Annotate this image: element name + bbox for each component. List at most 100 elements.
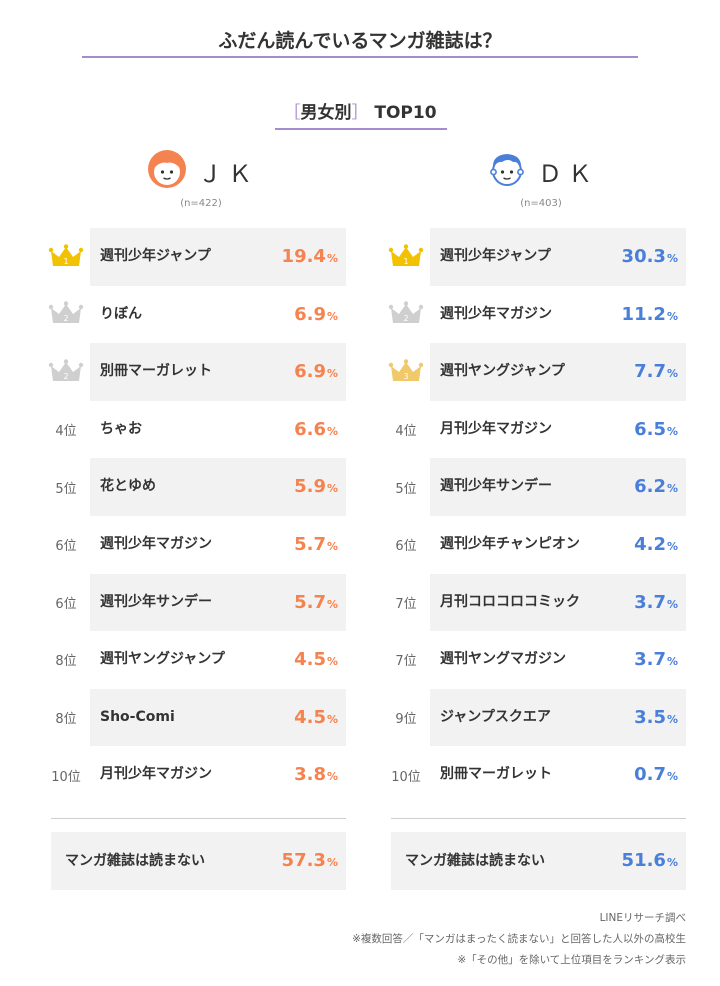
jk-percentage-number: 6.9 [294, 361, 326, 383]
jk-no-manga-label: マンガ雑誌は読まない [65, 853, 205, 869]
jk-percentage-unit: % [326, 539, 338, 553]
jk-magazine-name: 花とゆめ [100, 478, 156, 495]
dk-ranking-row: 7位 週刊ヤングマガジン 3.7% [386, 631, 686, 689]
jk-rank: 8位 [55, 654, 77, 670]
jk-row-cell: 花とゆめ 5.9% [90, 458, 346, 516]
dk-percentage-unit: % [666, 367, 678, 381]
dk-rank: 5位 [395, 481, 417, 497]
jk-rank: 2 [46, 343, 86, 401]
girl-avatar-icon [148, 150, 186, 188]
dk-magazine-name: 週刊少年サンデー [440, 478, 552, 495]
subtitle-label: 男女別 [300, 103, 352, 123]
dk-rows: 1 週刊少年ジャンプ 30.3% 2 週刊少年マガジン 11.2% 3 週刊ヤングジャンプ 7.… [386, 228, 686, 804]
jk-percentage-unit: % [326, 770, 338, 784]
jk-ranking-row: 6位 週刊少年サンデー 5.7% [46, 573, 346, 632]
dk-percentage-unit: % [666, 770, 678, 784]
jk-label: ＪＫ [198, 160, 258, 188]
jk-magazine-name: りぼん [100, 305, 142, 322]
dk-percentage: 6.2% [634, 458, 678, 516]
jk-percentage: 6.9% [294, 343, 338, 401]
jk-row-cell: 週刊少年ジャンプ 19.4% [90, 228, 346, 286]
jk-no-manga-unit: % [326, 856, 338, 869]
dk-crown-rank: 3 [403, 372, 408, 381]
dk-no-manga-number: 51.6 [621, 850, 666, 871]
jk-percentage-number: 6.9 [294, 303, 326, 325]
dk-percentage-unit: % [666, 252, 678, 265]
dk-percentage-number: 7.7 [634, 361, 666, 383]
jk-percentage-number: 5.9 [294, 476, 326, 498]
jk-crown-rank: 2 [63, 372, 68, 381]
jk-ranking-row: 10位 月刊少年マガジン 3.8% [46, 746, 346, 804]
dk-percentage-unit: % [666, 539, 678, 553]
dk-percentage-number: 6.2 [634, 476, 666, 498]
jk-rank: 4位 [55, 424, 77, 440]
jk-percentage-unit: % [326, 597, 338, 611]
jk-crown-rank: 1 [63, 257, 68, 266]
jk-percentage: 19.4% [282, 228, 338, 286]
subtitle-suffix: TOP10 [374, 103, 437, 123]
dk-separator [391, 818, 686, 819]
jk-magazine-name: 週刊ヤングジャンプ [100, 651, 225, 668]
dk-percentage-number: 3.5 [634, 706, 666, 728]
dk-magazine-name: 月刊コロコロコミック [440, 593, 580, 610]
dk-rank: 10位 [391, 769, 421, 785]
jk-percentage-unit: % [326, 367, 338, 381]
dk-percentage: 3.5% [634, 689, 678, 747]
jk-percentage: 5.9% [294, 458, 338, 516]
boy-avatar-icon [490, 154, 524, 186]
jk-magazine-name: 週刊少年サンデー [100, 593, 212, 610]
dk-percentage-unit: % [666, 655, 678, 669]
subtitle-bracket-open: ［ [283, 103, 301, 123]
dk-crown-rank: 2 [403, 314, 408, 323]
dk-ranking-row: 5位 週刊少年サンデー 6.2% [386, 458, 686, 516]
jk-magazine-name: 別冊マーガレット [100, 363, 212, 380]
jk-percentage-number: 5.7 [294, 591, 326, 613]
jk-crown-icon: 2 [48, 359, 84, 381]
dk-percentage: 30.3% [622, 228, 678, 286]
jk-row-cell: 月刊少年マガジン 3.8% [90, 746, 346, 804]
jk-percentage: 5.7% [294, 516, 338, 574]
jk-percentage-unit: % [326, 482, 338, 496]
footnote-scope: ※複数回答／「マンガはまったく読まない」と回答した人以外の高校生 [352, 933, 686, 945]
dk-magazine-name: 週刊ヤングマガジン [440, 651, 566, 668]
dk-no-manga-label: マンガ雑誌は読まない [405, 853, 545, 869]
jk-rank: 1 [46, 228, 86, 286]
jk-percentage: 5.7% [294, 574, 338, 632]
jk-ranking-row: 2 別冊マーガレット 6.9% [46, 343, 346, 401]
dk-percentage: 11.2% [622, 286, 678, 344]
dk-sample-size: (n=403) [520, 198, 562, 209]
dk-rank: 4位 [395, 424, 417, 440]
jk-sample-size: (n=422) [180, 198, 222, 209]
dk-row-cell: 週刊少年マガジン 11.2% [430, 285, 686, 344]
jk-percentage: 4.5% [294, 689, 338, 747]
dk-magazine-name: 週刊少年チャンピオン [440, 535, 580, 552]
jk-percentage-unit: % [326, 309, 338, 323]
dk-magazine-name: 別冊マーガレット [440, 766, 552, 783]
footnotes: LINEリサーチ調べ ※複数回答／「マンガはまったく読まない」と回答した人以外の… [352, 908, 686, 971]
jk-rank: 5位 [55, 481, 77, 497]
jk-rows: 1 週刊少年ジャンプ 19.4% 2 りぼん 6.9% 2 別冊マーガレット 6.9% 4位 ちゃお… [46, 228, 346, 804]
jk-percentage: 6.6% [294, 401, 338, 459]
jk-percentage-number: 19.4 [281, 246, 326, 267]
dk-percentage-unit: % [666, 309, 678, 323]
jk-percentage-unit: % [326, 655, 338, 669]
footnote-ranking: ※「その他」を除いて上位項目をランキング表示 [457, 954, 686, 966]
jk-no-manga-row: マンガ雑誌は読まない 57.3% [51, 832, 346, 890]
dk-rank: 3 [386, 343, 426, 401]
dk-percentage-number: 11.2 [621, 303, 666, 325]
jk-rank: 10位 [51, 769, 81, 785]
dk-percentage-number: 30.3 [621, 246, 666, 267]
dk-percentage-number: 4.2 [634, 533, 666, 555]
dk-percentage: 4.2% [634, 516, 678, 574]
dk-percentage: 0.7% [634, 746, 678, 804]
dk-ranking-row: 6位 週刊少年チャンピオン 4.2% [386, 515, 686, 574]
dk-percentage-number: 3.7 [634, 649, 666, 671]
page-title: ふだん読んでいるマンガ雑誌は？ [218, 30, 502, 52]
dk-no-manga-row: マンガ雑誌は読まない 51.6% [391, 832, 686, 890]
dk-row-cell: 週刊少年ジャンプ 30.3% [430, 228, 686, 286]
jk-magazine-name: 週刊少年ジャンプ [100, 248, 211, 264]
dk-row-cell: 別冊マーガレット 0.7% [430, 746, 686, 804]
jk-ranking-row: 6位 週刊少年マガジン 5.7% [46, 515, 346, 574]
jk-row-cell: ちゃお 6.6% [90, 400, 346, 459]
dk-ranking-row: 4位 月刊少年マガジン 6.5% [386, 400, 686, 459]
